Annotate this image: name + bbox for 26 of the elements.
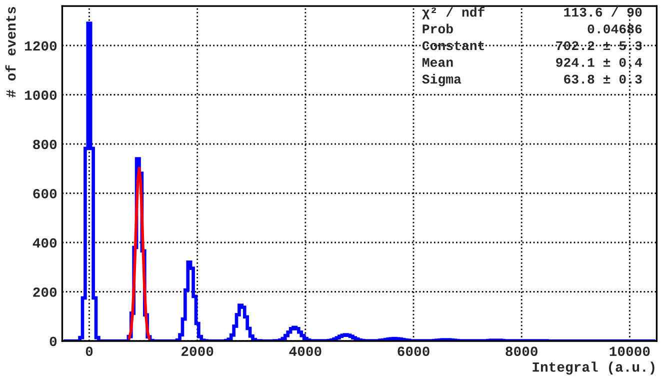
y-tick-label: 600 <box>33 188 57 198</box>
x-tick-label: 0 <box>86 346 93 356</box>
y-tick-label: 800 <box>33 140 57 150</box>
annotation: Sigma <box>422 74 462 86</box>
annotation: Mean <box>422 58 453 67</box>
y-tick-label: 1200 <box>24 41 57 51</box>
y-axis-title: # of events <box>5 6 16 98</box>
x-tick-label: 4000 <box>289 346 322 356</box>
x-tick-label: 8000 <box>506 346 538 356</box>
annotation: χ² / ndf <box>422 6 485 20</box>
annotation: 0.04686 <box>588 24 642 34</box>
annotation: Prob <box>422 24 453 34</box>
annotation: Constant <box>422 41 484 50</box>
annotation: 63.8 ± 0.3 <box>564 74 642 84</box>
x-axis-title: Integral (a.u.) <box>532 362 654 375</box>
line-series <box>128 166 151 340</box>
annotation: 702.2 ± 5.3 <box>556 41 642 50</box>
x-tick-label: 10000 <box>610 346 650 356</box>
annotation: 113.6 / 90 <box>564 6 642 17</box>
x-tick-label: 6000 <box>398 346 430 356</box>
annotation: 924.1 ± 0.4 <box>556 58 642 67</box>
y-tick-label: 200 <box>33 287 57 297</box>
x-tick-label: 2000 <box>182 346 214 356</box>
y-tick-label: 0 <box>50 336 57 346</box>
y-tick-label: 1000 <box>24 90 57 100</box>
y-tick-label: 400 <box>32 238 57 248</box>
